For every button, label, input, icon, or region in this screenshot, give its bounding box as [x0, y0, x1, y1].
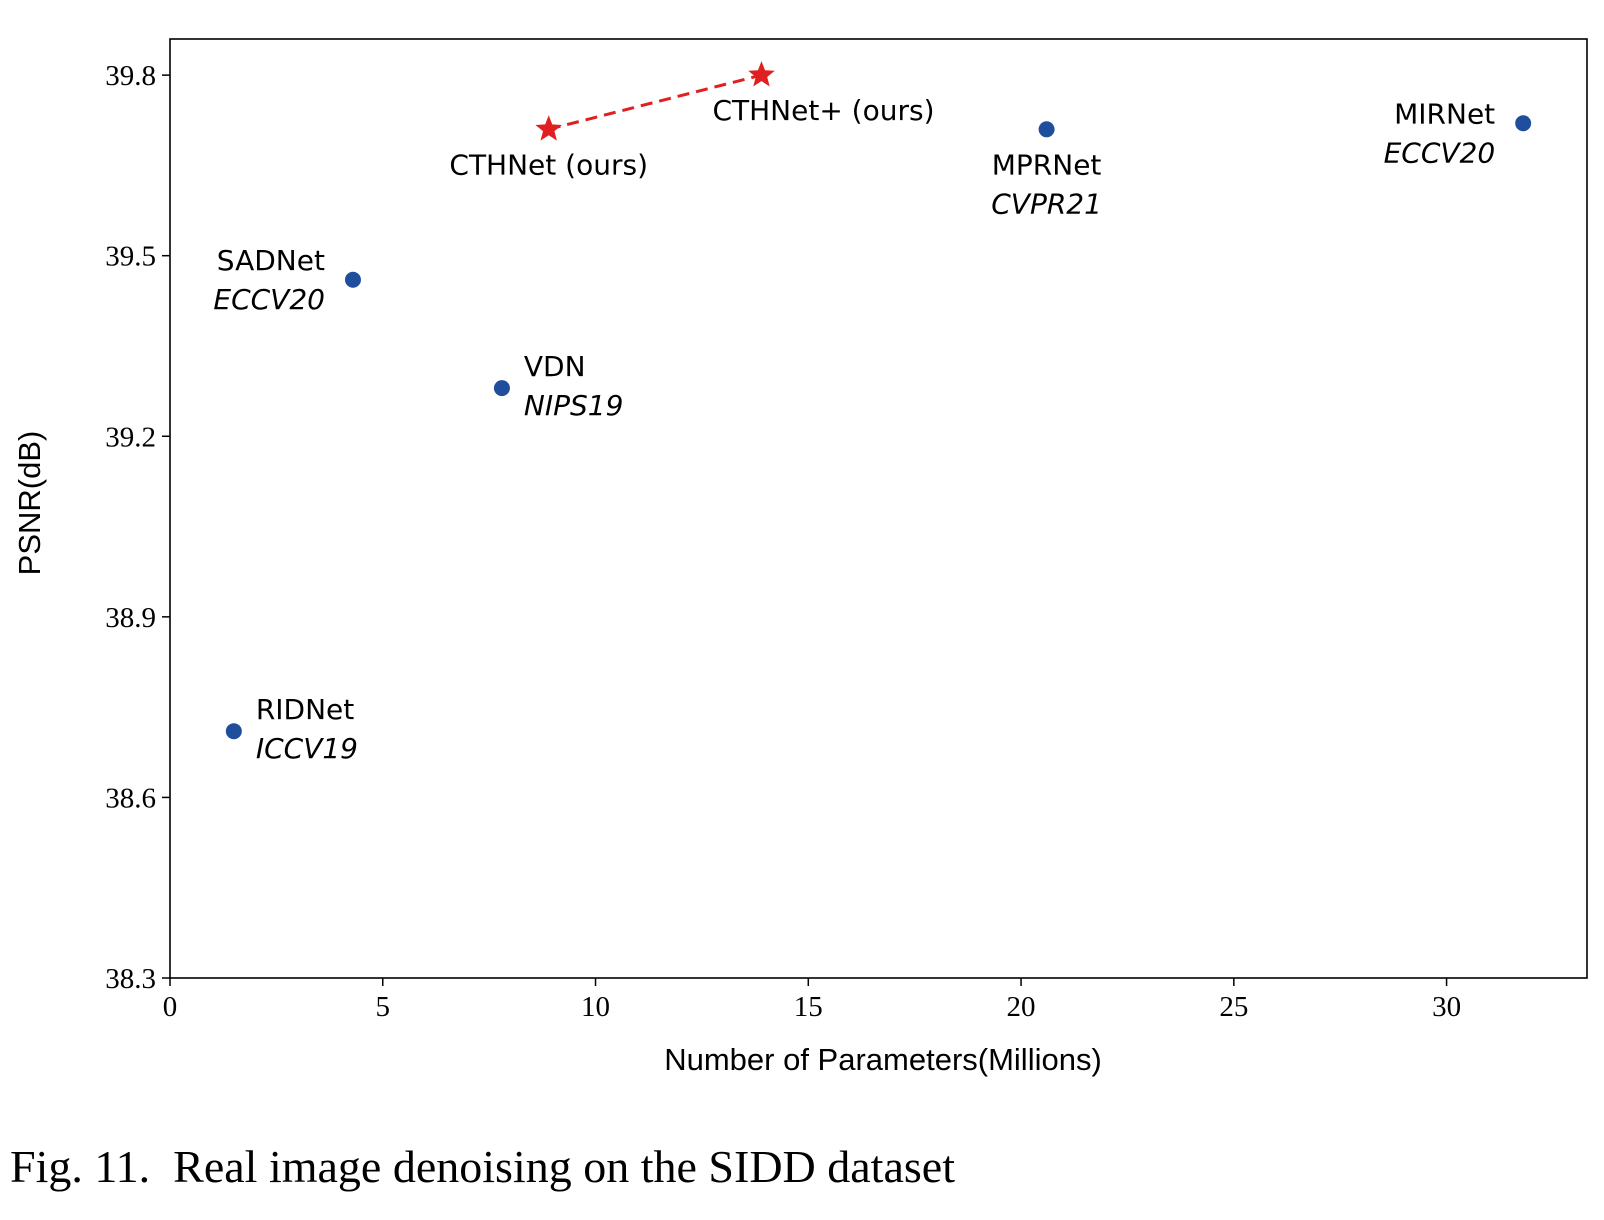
- point-cthnet-ours-star: [535, 115, 563, 141]
- x-tick-label: 25: [1219, 991, 1248, 1023]
- point-venue-mirnet: ECCV20: [1384, 136, 1496, 169]
- x-tick-label: 10: [581, 991, 610, 1023]
- point-label-sadnet: SADNet: [217, 244, 325, 277]
- point-cthnet-ours-star: [748, 61, 775, 87]
- plot-frame: [169, 38, 1588, 979]
- point-label-ridnet: RIDNet: [256, 693, 354, 726]
- ours-connector-line: [548, 73, 762, 131]
- x-tick-label: 20: [1007, 991, 1036, 1023]
- point-venue-sadnet: ECCV20: [213, 283, 325, 316]
- point-sadnet: [344, 271, 361, 288]
- x-tick-label: 30: [1432, 991, 1461, 1023]
- y-tick-label: 38.6: [105, 782, 156, 814]
- y-axis-title: PSNR(dB): [12, 431, 47, 576]
- y-tick-label: 38.9: [105, 602, 156, 634]
- point-mprnet: [1038, 121, 1055, 138]
- y-tick-label: 38.3: [105, 963, 156, 995]
- figure-caption: Fig. 11. Real image denoising on the SID…: [10, 1141, 955, 1192]
- point-venue-vdn: NIPS19: [524, 389, 624, 422]
- point-vdn: [493, 380, 510, 397]
- point-label-mprnet: MPRNet: [992, 148, 1102, 181]
- point-label-vdn: VDN: [524, 350, 586, 383]
- point-label-mirnet: MIRNet: [1394, 97, 1495, 130]
- y-tick-label: 39.8: [105, 60, 156, 92]
- x-tick-label: 5: [376, 991, 391, 1023]
- x-tick-label: 0: [163, 991, 178, 1023]
- point-venue-mprnet: CVPR21: [991, 187, 1102, 220]
- x-axis-title: Number of Parameters(Millions): [664, 1042, 1102, 1077]
- x-tick-label: 15: [794, 991, 823, 1023]
- y-tick-label: 39.5: [105, 241, 156, 273]
- point-label-cthnet-ours: CTHNet+ (ours): [712, 94, 934, 127]
- point-venue-ridnet: ICCV19: [256, 732, 358, 765]
- point-ridnet: [225, 723, 242, 740]
- point-mirnet: [1515, 115, 1532, 132]
- y-tick-label: 39.2: [105, 421, 156, 453]
- point-label-cthnet-ours: CTHNet (ours): [449, 148, 648, 181]
